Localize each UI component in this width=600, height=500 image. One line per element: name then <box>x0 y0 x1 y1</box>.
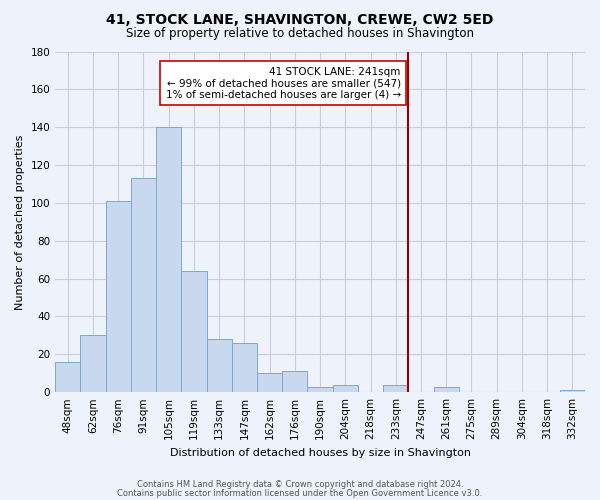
Bar <box>332 384 358 392</box>
Bar <box>131 178 156 392</box>
Bar <box>80 336 106 392</box>
Text: Contains HM Land Registry data © Crown copyright and database right 2024.: Contains HM Land Registry data © Crown c… <box>137 480 463 489</box>
Text: 41 STOCK LANE: 241sqm
← 99% of detached houses are smaller (547)
1% of semi-deta: 41 STOCK LANE: 241sqm ← 99% of detached … <box>166 66 401 100</box>
Bar <box>181 271 206 392</box>
Bar <box>232 343 257 392</box>
Bar <box>434 386 459 392</box>
Text: Contains public sector information licensed under the Open Government Licence v3: Contains public sector information licen… <box>118 488 482 498</box>
Bar <box>257 374 282 392</box>
Text: 41, STOCK LANE, SHAVINGTON, CREWE, CW2 5ED: 41, STOCK LANE, SHAVINGTON, CREWE, CW2 5… <box>106 12 494 26</box>
Bar <box>307 386 332 392</box>
Bar <box>156 127 181 392</box>
X-axis label: Distribution of detached houses by size in Shavington: Distribution of detached houses by size … <box>170 448 470 458</box>
Text: Size of property relative to detached houses in Shavington: Size of property relative to detached ho… <box>126 28 474 40</box>
Bar <box>55 362 80 392</box>
Bar <box>560 390 585 392</box>
Bar <box>106 201 131 392</box>
Bar <box>383 384 409 392</box>
Y-axis label: Number of detached properties: Number of detached properties <box>15 134 25 310</box>
Bar <box>282 372 307 392</box>
Bar <box>206 339 232 392</box>
